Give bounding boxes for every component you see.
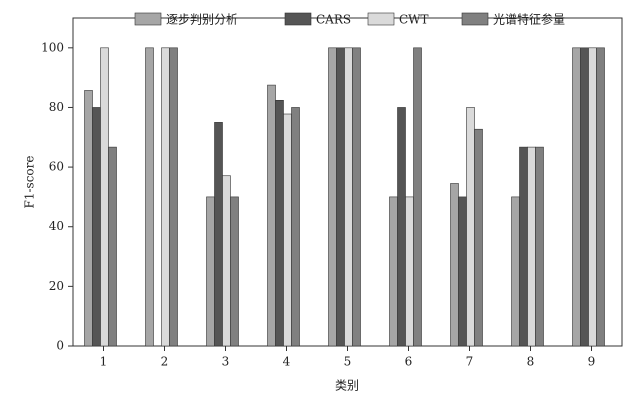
bar [397,107,406,347]
bar [84,90,93,347]
bar [336,47,345,347]
bar [572,47,581,347]
bar [222,175,231,347]
bar [328,47,337,347]
bar [511,196,520,347]
bar [92,107,101,347]
bar [145,47,154,347]
bar [169,47,178,347]
x-tick-label: 8 [527,355,535,369]
y-tick-label: 100 [41,40,64,54]
x-tick-label: 7 [466,355,474,369]
x-tick-label: 4 [283,355,291,369]
bar [108,146,117,347]
legend-label: CWT [399,13,429,27]
bar [474,128,483,347]
legend-swatch [367,12,395,26]
legend-label: CARS [316,13,351,27]
x-tick-label: 2 [161,355,169,369]
bar [267,84,276,347]
y-tick-label: 20 [49,279,64,293]
bar [458,196,467,347]
bar [466,107,475,347]
bar [588,47,597,347]
bar [214,122,223,347]
bar [275,99,284,347]
bar [413,47,422,347]
bar [596,47,605,347]
bar [100,47,109,347]
y-tick-label: 60 [49,160,64,174]
x-tick-label: 1 [100,355,108,369]
bar [519,146,528,347]
bar [535,146,544,347]
x-tick-label: 6 [405,355,413,369]
legend-label: 光谱特征参量 [493,12,565,27]
bar [161,47,170,347]
bar [527,146,536,347]
bar [405,196,414,347]
y-tick-label: 40 [49,219,64,233]
legend-swatch [284,12,312,26]
bar [352,47,361,347]
legend-swatch [461,12,489,26]
bar [389,196,398,347]
y-axis-label: F1-score [23,156,37,209]
bar [344,47,353,347]
x-tick-label: 9 [588,355,596,369]
bar [283,113,292,347]
bar [450,183,459,347]
x-axis-label: 类别 [335,379,359,393]
bar [206,196,215,347]
legend-swatch [134,12,162,26]
bar [230,196,239,347]
bar [291,107,300,347]
y-tick-label: 80 [49,100,64,114]
x-tick-label: 5 [344,355,352,369]
legend-label: 逐步判别分析 [166,13,238,27]
bar [580,47,589,347]
y-tick-label: 0 [56,339,64,353]
x-tick-label: 3 [222,355,230,369]
